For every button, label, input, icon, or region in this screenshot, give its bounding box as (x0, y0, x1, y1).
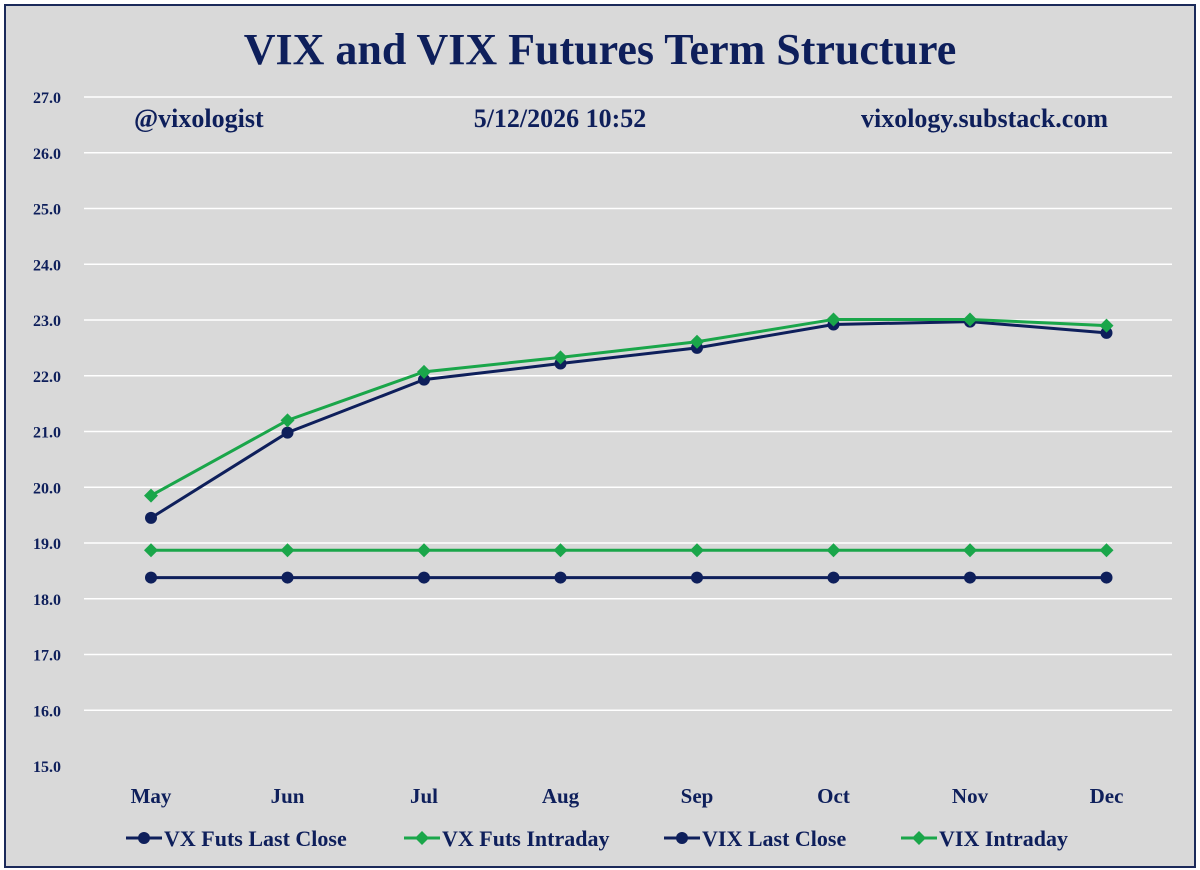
y-axis-ticks: 15.0 16.0 17.0 18.0 19.0 20.0 21.0 22.0 23.0 24.0… (33, 90, 61, 776)
data-point (280, 543, 295, 558)
data-point (281, 426, 294, 439)
chart-title: VIX and VIX Futures Term Structure (244, 25, 957, 74)
legend-swatch-marker (912, 831, 926, 845)
timestamp-annotation: 5/12/2026 10:52 (474, 104, 647, 133)
site-annotation: vixology.substack.com (861, 104, 1108, 133)
series-lines (144, 312, 1114, 584)
data-point (417, 543, 431, 558)
x-category-label: Dec (1090, 784, 1124, 808)
y-tick-label: 26.0 (33, 146, 61, 163)
data-point (553, 350, 568, 365)
chart-svg: VIX and VIX Futures Term Structure @vixo… (33, 25, 1172, 851)
data-point (417, 364, 431, 379)
data-point (144, 488, 158, 503)
y-tick-label: 18.0 (33, 592, 61, 609)
series-vix-last-close (145, 571, 1113, 584)
x-category-label: Jun (271, 784, 305, 808)
x-category-label: Oct (817, 784, 850, 808)
data-point (1099, 318, 1114, 333)
data-point (1099, 543, 1114, 558)
y-tick-label: 21.0 (33, 425, 61, 442)
data-point (145, 571, 157, 584)
y-tick-label: 19.0 (33, 536, 61, 553)
x-category-label: May (131, 784, 172, 808)
chart-frame: VIX and VIX Futures Term Structure @vixo… (4, 4, 1196, 868)
legend-swatch-marker (415, 831, 429, 845)
x-category-label: Jul (410, 784, 438, 808)
data-point (144, 543, 158, 558)
legend-swatch-marker (676, 832, 688, 844)
y-tick-label: 25.0 (33, 202, 61, 219)
data-point (1100, 326, 1113, 339)
data-point (826, 312, 841, 327)
series-vix-intraday (144, 543, 1114, 558)
data-point (690, 334, 704, 349)
series-line (150, 317, 1107, 497)
data-point (554, 571, 567, 584)
y-tick-label: 17.0 (33, 648, 61, 665)
x-category-label: Sep (681, 784, 714, 808)
handle-annotation: @vixologist (134, 104, 264, 133)
data-point (963, 312, 977, 327)
series-line (150, 320, 1107, 520)
data-point (280, 413, 295, 428)
series-vx-futs-intraday (144, 312, 1114, 503)
y-tick-label: 24.0 (33, 257, 61, 274)
y-tick-label: 20.0 (33, 480, 61, 497)
data-point (826, 543, 841, 558)
data-point (964, 571, 976, 584)
data-point (281, 571, 294, 584)
data-point (690, 543, 704, 558)
x-category-label: Nov (952, 784, 989, 808)
legend: VX Futs Last Close VX Futs Intraday VIX La… (126, 826, 1068, 851)
legend-label: VX Futs Last Close (164, 826, 347, 851)
data-point (963, 543, 977, 558)
data-point (553, 543, 568, 558)
legend-label: VX Futs Intraday (442, 826, 609, 851)
legend-label: VIX Last Close (702, 826, 846, 851)
y-tick-label: 27.0 (33, 90, 61, 107)
legend-label: VIX Intraday (939, 826, 1068, 851)
data-point (827, 571, 840, 584)
data-point (145, 511, 157, 524)
data-point (691, 571, 703, 584)
data-point (418, 571, 430, 584)
data-point (418, 373, 430, 386)
x-axis-categories: May Jun Jul Aug Sep Oct Nov Dec (131, 784, 1124, 808)
y-tick-label: 23.0 (33, 313, 61, 330)
data-point (1100, 571, 1113, 584)
y-tick-label: 16.0 (33, 703, 61, 720)
legend-swatch-marker (138, 832, 150, 844)
y-tick-label: 15.0 (33, 759, 61, 776)
y-tick-label: 22.0 (33, 369, 61, 386)
x-category-label: Aug (542, 784, 580, 808)
gridlines (84, 96, 1172, 711)
